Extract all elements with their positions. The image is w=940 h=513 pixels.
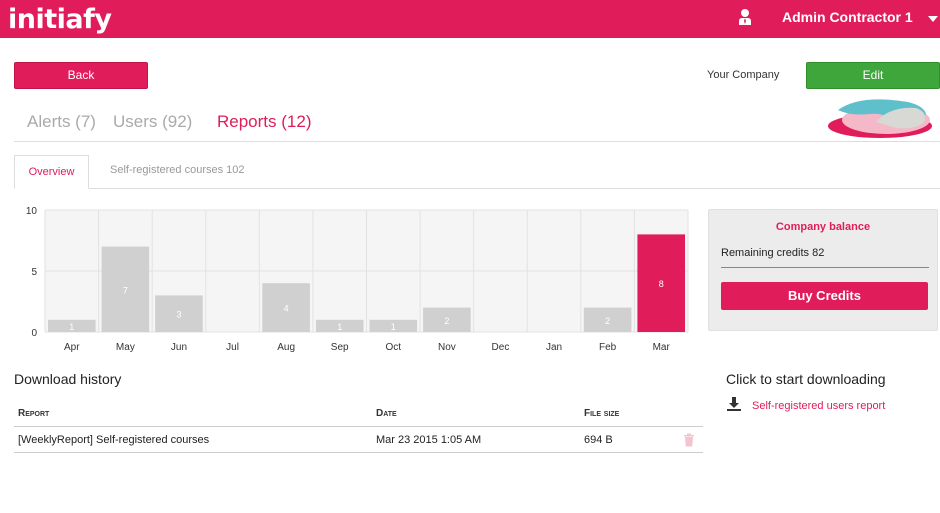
table-header: Report Date File size [14, 403, 703, 427]
app-logo[interactable]: initiafy [8, 4, 112, 35]
chart-svg: 0 5 10 1 Apr 7 May 3 Jun Jul 4 Aug 1 Sep 1 Oct 2 Nov Dec Ja… [26, 206, 689, 353]
bar-value-label: 3 [176, 310, 181, 320]
column-header-date: Date [376, 408, 397, 419]
column-header-file-size: File size [584, 408, 620, 419]
self-registered-users-report-link[interactable]: Self-registered users report [752, 400, 886, 412]
chart-bar [583, 307, 632, 332]
row-file-size: 694 B [584, 434, 613, 446]
bar-value-label: 1 [391, 322, 396, 332]
chart-bar [101, 246, 150, 332]
chart-bar [262, 283, 310, 332]
tab-alerts[interactable]: Alerts (7) [27, 112, 96, 131]
chart-bar [637, 234, 685, 332]
top-bar: initiafy Admin Contractor 1 [0, 0, 940, 38]
bar-value-label: 8 [659, 279, 664, 289]
bar-value-label: 7 [123, 285, 128, 295]
user-menu-name[interactable]: Admin Contractor 1 [782, 9, 913, 25]
chart-bar [369, 319, 418, 332]
row-report[interactable]: [WeeklyReport] Self-registered courses [18, 434, 210, 446]
company-balance-panel: Company balance Remaining credits 82 Buy… [708, 209, 938, 331]
bar-value-label: 1 [337, 322, 342, 332]
x-tick-label: Jan [546, 342, 562, 353]
chart-bar [155, 295, 203, 332]
balance-divider [721, 267, 929, 268]
chart-bar [48, 319, 96, 332]
y-tick-label: 5 [31, 267, 37, 278]
y-tick-label: 10 [26, 206, 38, 217]
row-date: Mar 23 2015 1:05 AM [376, 434, 482, 446]
x-tick-label: Oct [386, 342, 402, 353]
chart-bar [315, 319, 364, 332]
trash-icon[interactable] [683, 433, 695, 447]
x-tick-label: Feb [599, 342, 617, 353]
edit-button[interactable]: Edit [806, 62, 940, 89]
bar-value-label: 4 [284, 304, 289, 314]
bar-value-label: 2 [605, 316, 610, 326]
remaining-credits: Remaining credits 82 [721, 247, 825, 259]
back-button[interactable]: Back [14, 62, 148, 89]
tab-users[interactable]: Users (92) [113, 112, 193, 131]
table-row[interactable]: [WeeklyReport] Self-registered courses M… [14, 427, 703, 453]
user-icon [739, 9, 751, 25]
x-tick-label: Jul [226, 342, 239, 353]
y-tick-label: 0 [31, 328, 37, 339]
tab-reports[interactable]: Reports (12) [217, 112, 312, 131]
balance-title: Company balance [775, 221, 871, 233]
x-tick-label: Aug [277, 342, 295, 353]
download-icon[interactable] [727, 397, 741, 411]
x-tick-label: May [116, 342, 135, 353]
x-tick-label: Nov [438, 342, 456, 353]
subtab-self-registered-courses[interactable]: Self-registered courses 102 [110, 164, 245, 176]
click-to-download-title: Click to start downloading [726, 371, 886, 387]
subtab-overview[interactable]: Overview [14, 155, 89, 189]
tabs-divider [14, 141, 940, 142]
x-tick-label: Jun [171, 342, 187, 353]
company-logo [828, 99, 932, 138]
column-header-report: Report [18, 408, 50, 419]
x-tick-label: Mar [653, 342, 671, 353]
x-tick-label: Apr [64, 342, 80, 353]
caret-down-icon[interactable] [928, 16, 938, 22]
bar-value-label: 1 [69, 322, 74, 332]
x-tick-label: Sep [331, 342, 349, 353]
download-history-title: Download history [14, 371, 122, 387]
x-tick-label: Dec [492, 342, 510, 353]
company-name: Your Company [707, 69, 780, 81]
monthly-bar-chart: 0 5 10 1 Apr 7 May 3 Jun Jul 4 Aug 1 Sep 1 Oct 2 Nov Dec Ja… [14, 200, 694, 360]
download-history-table: Report Date File size [WeeklyReport] Sel… [14, 403, 703, 453]
chart-bar [423, 307, 471, 332]
buy-credits-button[interactable]: Buy Credits [721, 282, 928, 310]
bar-value-label: 2 [444, 316, 449, 326]
subtabs-divider [14, 188, 940, 189]
